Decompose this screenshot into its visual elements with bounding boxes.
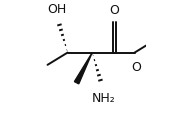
Text: O: O	[110, 4, 120, 17]
Text: OH: OH	[47, 3, 66, 15]
Text: O: O	[131, 61, 141, 74]
Polygon shape	[74, 53, 92, 84]
Text: NH₂: NH₂	[92, 91, 115, 104]
